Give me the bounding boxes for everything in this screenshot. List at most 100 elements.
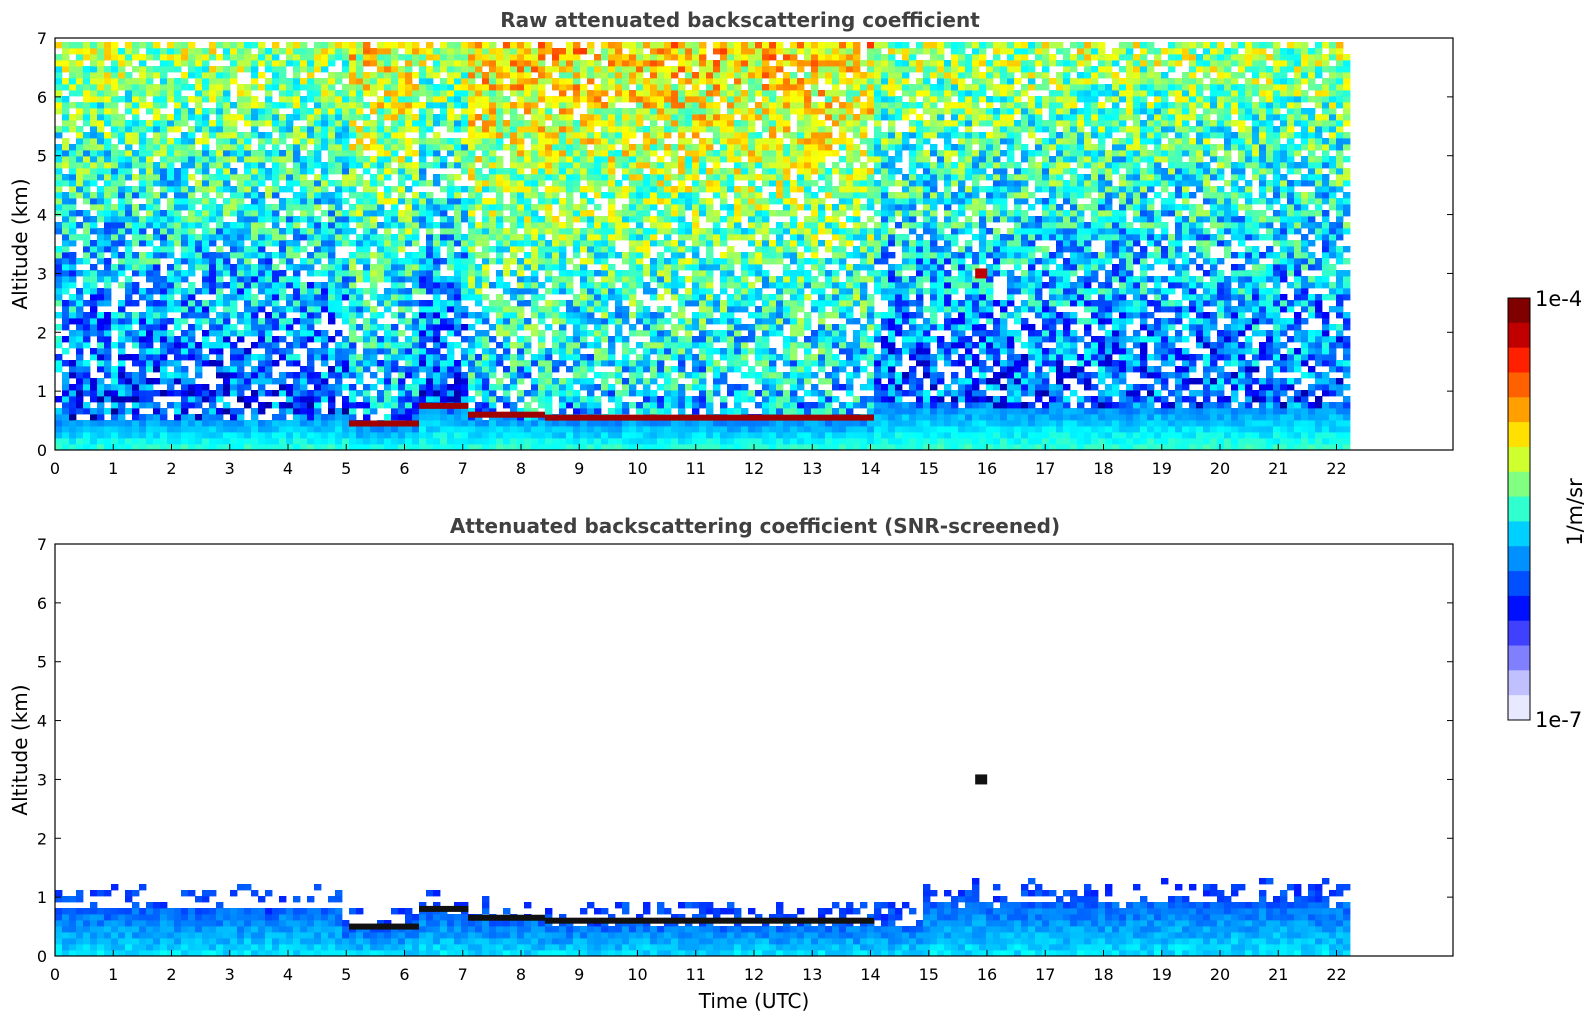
heatmap-cell [76, 300, 84, 307]
heatmap-cell [531, 102, 539, 109]
heatmap-cell [573, 144, 581, 151]
heatmap-cell [97, 132, 105, 139]
heatmap-cell [412, 72, 420, 79]
heatmap-cell [251, 306, 259, 313]
heatmap-cell [503, 180, 511, 187]
heatmap-cell [209, 360, 217, 367]
heatmap-cell [202, 114, 210, 121]
heatmap-cell [650, 180, 658, 187]
heatmap-cell [342, 72, 350, 79]
heatmap-cell [538, 204, 546, 211]
heatmap-cell [160, 150, 168, 157]
heatmap-cell [335, 210, 343, 217]
heatmap-cell [181, 120, 189, 127]
heatmap-cell [552, 138, 560, 145]
heatmap-cell [174, 282, 182, 289]
heatmap-cell [230, 114, 238, 121]
heatmap-cell [510, 420, 518, 427]
heatmap-cell [76, 348, 84, 355]
heatmap-cell [349, 396, 357, 403]
heatmap-cell [62, 126, 70, 133]
heatmap-cell [636, 72, 644, 79]
heatmap-cell [111, 324, 119, 331]
heatmap-cell [461, 42, 469, 49]
heatmap-cell [370, 144, 378, 151]
heatmap-cell [160, 318, 168, 325]
heatmap-cell [69, 150, 77, 157]
heatmap-cell [426, 114, 434, 121]
heatmap-cell [398, 72, 406, 79]
heatmap-cell [510, 42, 518, 49]
heatmap-cell [76, 258, 84, 265]
heatmap-cell [342, 114, 350, 121]
heatmap-cell [104, 156, 112, 163]
heatmap-cell [90, 276, 98, 283]
heatmap-cell [132, 300, 140, 307]
heatmap-cell [573, 42, 581, 49]
heatmap-cell [195, 396, 203, 403]
heatmap-cell [314, 282, 322, 289]
heatmap-cell [622, 210, 630, 217]
heatmap-cell [580, 438, 588, 445]
heatmap-cell [314, 90, 322, 97]
heatmap-cell [370, 312, 378, 319]
heatmap-cell [279, 378, 287, 385]
heatmap-cell [489, 390, 497, 397]
heatmap-cell [286, 258, 294, 265]
heatmap-cell [510, 198, 518, 205]
heatmap-cell [111, 144, 119, 151]
heatmap-cell [97, 342, 105, 349]
heatmap-cell [76, 222, 84, 229]
heatmap-cell [447, 366, 455, 373]
heatmap-cell [153, 426, 161, 433]
heatmap-cell [566, 162, 574, 169]
heatmap-cell [286, 282, 294, 289]
heatmap-cell [286, 198, 294, 205]
heatmap-cell [272, 264, 280, 271]
heatmap-cell [370, 330, 378, 337]
heatmap-cell [426, 438, 434, 445]
heatmap-cell [538, 138, 546, 145]
heatmap-cell [314, 96, 322, 103]
heatmap-cell [342, 66, 350, 73]
heatmap-cell [370, 444, 378, 451]
heatmap-cell [405, 264, 413, 271]
heatmap-cell [321, 354, 329, 361]
heatmap-cell [461, 294, 469, 301]
heatmap-cell [482, 180, 490, 187]
heatmap-cell [594, 288, 602, 295]
heatmap-cell [83, 270, 91, 277]
heatmap-cell [195, 210, 203, 217]
heatmap-cell [237, 156, 245, 163]
heatmap-cell [426, 90, 434, 97]
heatmap-cell [174, 342, 182, 349]
heatmap-cell [377, 258, 385, 265]
heatmap-cell [573, 78, 581, 85]
heatmap-cell [76, 438, 84, 445]
heatmap-cell [244, 138, 252, 145]
heatmap-cell [356, 426, 364, 433]
heatmap-cell [314, 198, 322, 205]
heatmap-cell [398, 162, 406, 169]
heatmap-cell [76, 150, 84, 157]
heatmap-cell [272, 390, 280, 397]
heatmap-cell [363, 348, 371, 355]
heatmap-cell [272, 222, 280, 229]
heatmap-cell [160, 414, 168, 421]
heatmap-cell [391, 414, 399, 421]
heatmap-cell [62, 48, 70, 55]
heatmap-cell [328, 210, 336, 217]
heatmap-cell [552, 48, 560, 55]
heatmap-cell [62, 150, 70, 157]
heatmap-cell [559, 54, 567, 61]
heatmap-cell [573, 306, 581, 313]
heatmap-cell [62, 258, 70, 265]
heatmap-cell [174, 408, 182, 415]
heatmap-cell [160, 426, 168, 433]
heatmap-cell [559, 384, 567, 391]
heatmap-cell [454, 138, 462, 145]
heatmap-cell [552, 258, 560, 265]
heatmap-cell [314, 252, 322, 259]
heatmap-cell [594, 354, 602, 361]
heatmap-cell [265, 114, 273, 121]
